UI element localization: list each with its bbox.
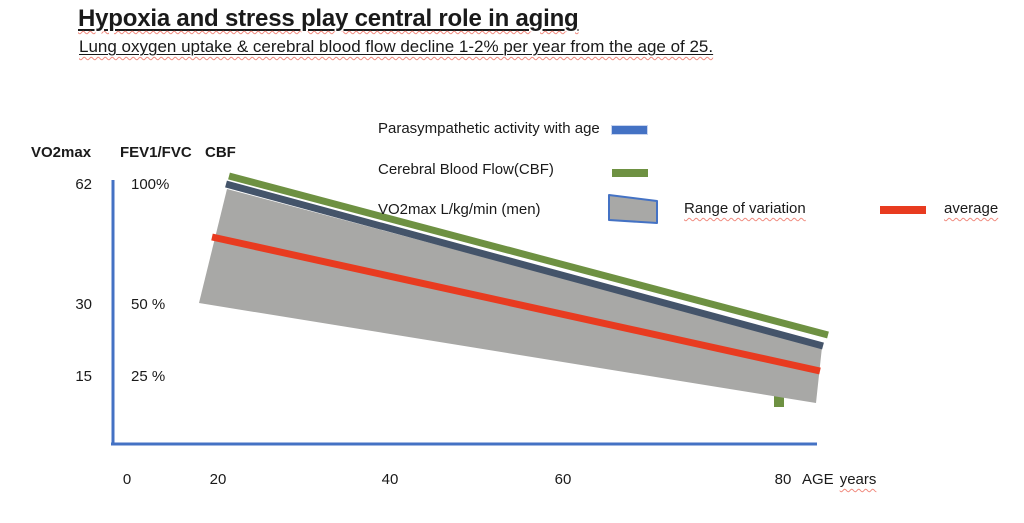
x-tick-40: 40 (381, 471, 399, 488)
x-axis-title: AGE years (802, 471, 876, 488)
y-axis-header-cbf: CBF (205, 144, 236, 161)
range-of-variation-band (199, 189, 822, 403)
x-tick-80: 80 (774, 471, 792, 488)
average-line (211, 233, 821, 375)
fev-tick-50: 50 % (131, 296, 166, 313)
vo2max-tick-15: 15 (75, 368, 92, 385)
cbf-line (228, 172, 829, 339)
legend-label-range-of-variation: Range of variation (684, 200, 806, 217)
slide-subtitle: Lung oxygen uptake & cerebral blood flow… (79, 37, 713, 57)
gray-trapezoid-swatch-icon (608, 194, 658, 224)
x-axis-title-years: years (839, 471, 877, 488)
y-axis-header-vo2max: VO2max (31, 144, 92, 161)
vo2max-tick-62: 62 (75, 176, 92, 193)
legend-label-parasympathetic: Parasympathetic activity with age (378, 120, 600, 137)
slide-title-text: Hypoxia and stress play central role in … (78, 5, 579, 32)
legend-label-average: average (944, 200, 998, 217)
band-end-marker (774, 390, 784, 407)
blue-line-swatch-icon (611, 125, 648, 135)
range-of-variation-text: Range of variation (684, 200, 806, 217)
red-line-swatch-icon (880, 206, 926, 214)
average-text: average (944, 200, 999, 217)
y-axis-header-fev1-fvc: FEV1/FVC (120, 144, 192, 161)
slide-subtitle-text: Lung oxygen uptake & cerebral blood flow… (79, 37, 714, 56)
legend-label-vo2max: VO2max L/kg/min (men) (378, 201, 541, 218)
x-tick-60: 60 (554, 471, 572, 488)
x-axis-title-age: AGE (802, 471, 834, 488)
fev-tick-100: 100% (131, 176, 170, 193)
fev-tick-25: 25 % (131, 368, 166, 385)
vo2max-tick-30: 30 (75, 296, 92, 313)
x-tick-0: 0 (122, 471, 132, 488)
legend-label-cbf: Cerebral Blood Flow(CBF) (378, 161, 554, 178)
green-line-swatch-icon (612, 169, 648, 177)
x-tick-20: 20 (209, 471, 227, 488)
parasympathetic-line (225, 180, 824, 350)
slide-title: Hypoxia and stress play central role in … (78, 5, 579, 33)
